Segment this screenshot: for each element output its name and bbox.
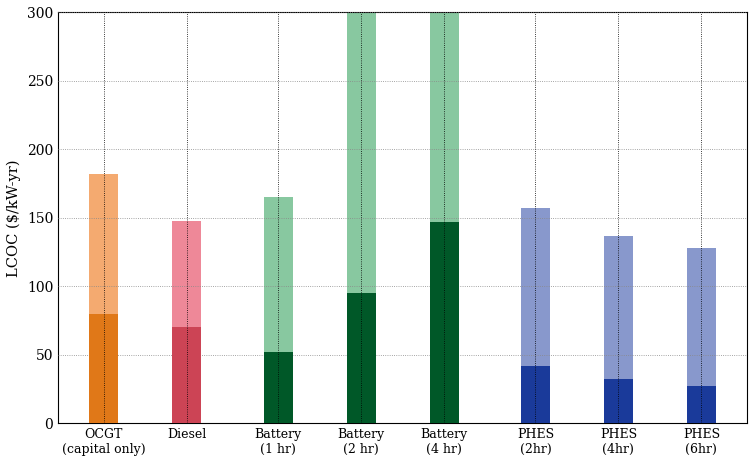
Bar bbox=[347, 13, 375, 423]
Bar bbox=[604, 236, 633, 423]
Y-axis label: LCOC ($/kW-yr): LCOC ($/kW-yr) bbox=[7, 159, 21, 276]
Bar bbox=[264, 197, 293, 423]
Bar bbox=[521, 366, 550, 423]
Bar bbox=[687, 248, 716, 423]
Bar bbox=[89, 174, 118, 423]
Bar bbox=[687, 386, 716, 423]
Bar bbox=[604, 379, 633, 423]
Bar bbox=[172, 220, 201, 423]
Bar bbox=[430, 222, 458, 423]
Bar bbox=[89, 313, 118, 423]
Bar bbox=[430, 13, 458, 423]
Bar bbox=[347, 293, 375, 423]
Bar bbox=[172, 327, 201, 423]
Bar bbox=[264, 352, 293, 423]
Bar bbox=[521, 208, 550, 423]
